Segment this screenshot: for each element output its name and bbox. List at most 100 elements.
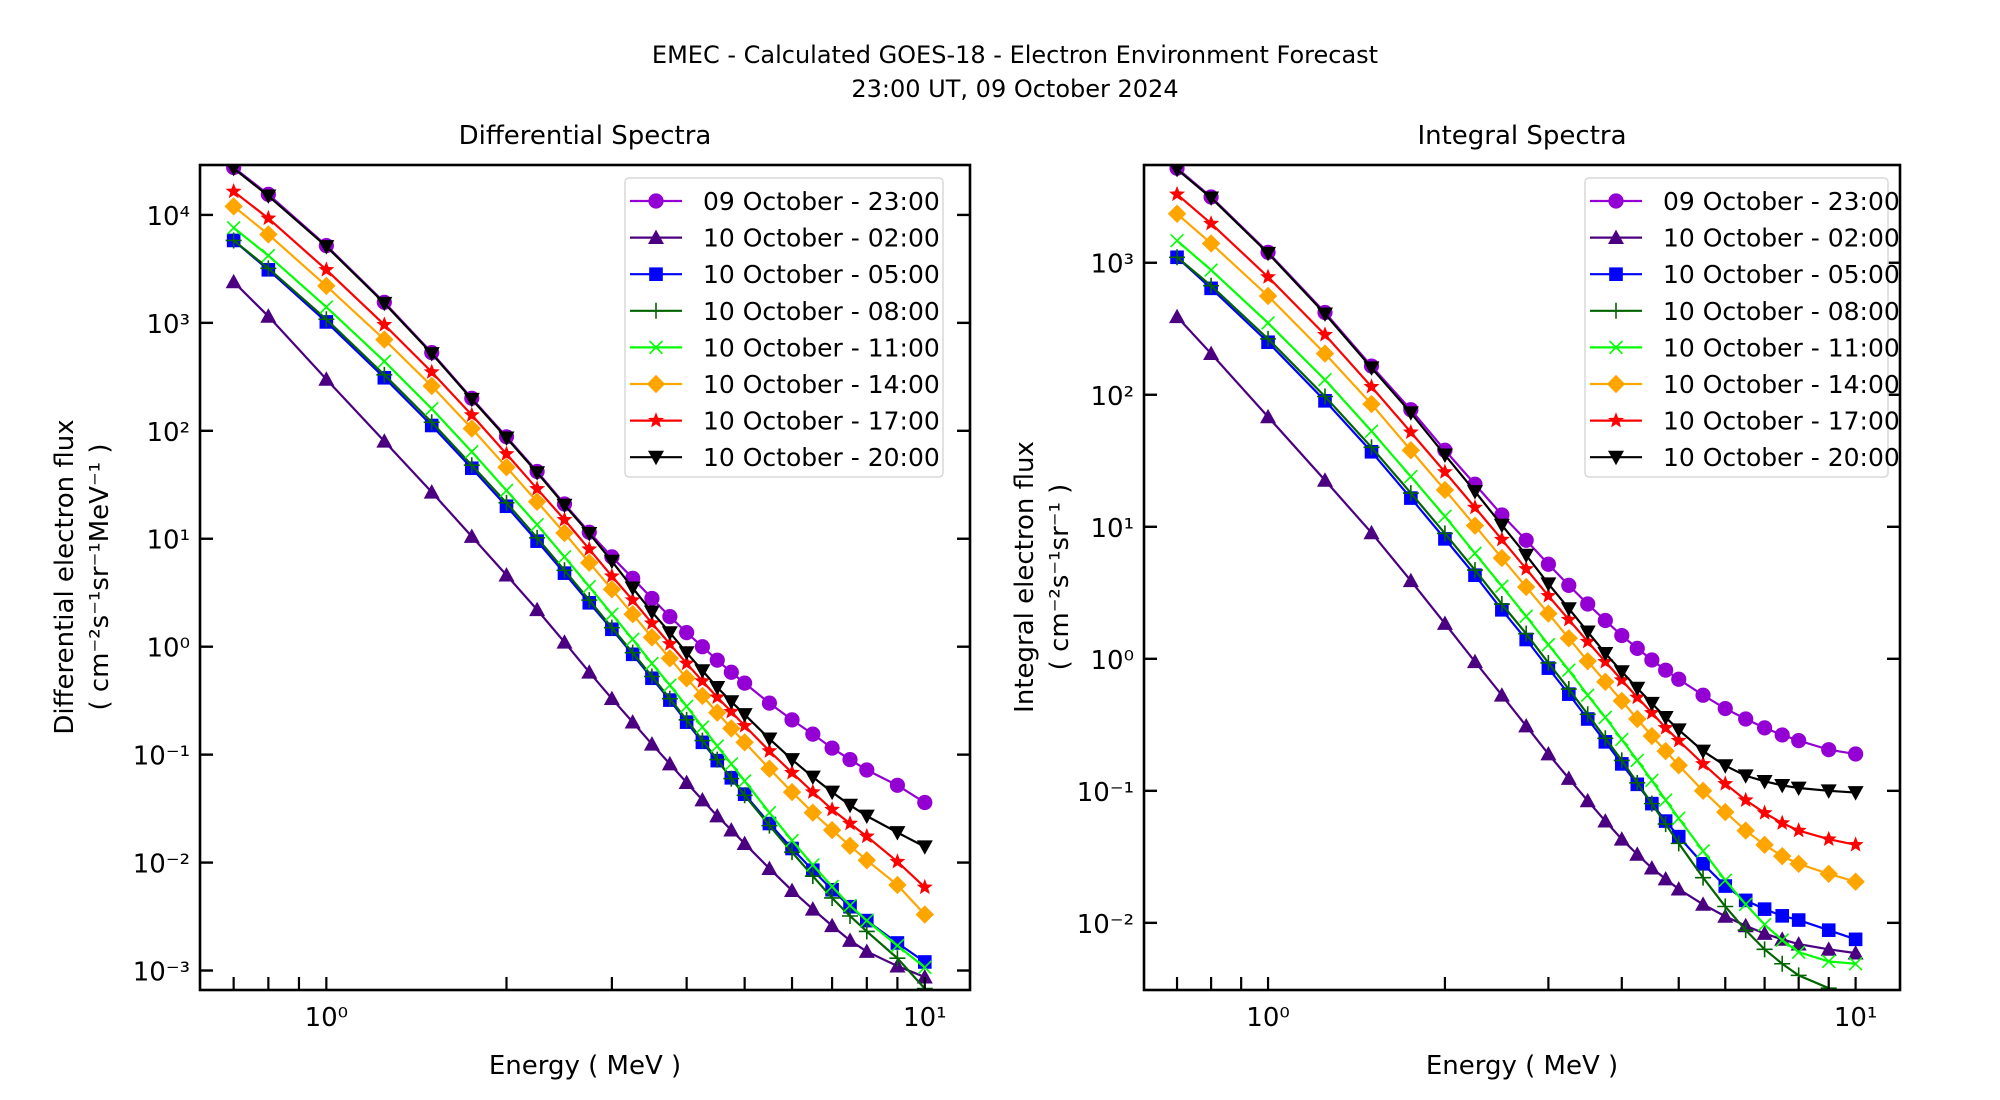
differential-plot-frame: [198, 163, 972, 992]
differential-data-point: [784, 712, 800, 728]
integral-data-point: [1560, 681, 1577, 698]
differential-data-point: [917, 960, 932, 975]
differential-data-point: [318, 311, 335, 328]
differential-legend-label: 10 October - 17:00: [703, 407, 940, 436]
differential-data-point: [888, 875, 907, 895]
integral-data-point: [1540, 746, 1557, 761]
integral-data-point: [1847, 945, 1864, 960]
integral-legend-label: 10 October - 17:00: [1663, 407, 1900, 436]
figure-title-line-1: EMEC - Calculated GOES-18 - Electron Env…: [652, 41, 1378, 69]
differential-data-point: [842, 798, 859, 814]
differential-data-point: [260, 189, 277, 204]
differential-data-point: [695, 720, 710, 735]
integral-data-point: [1791, 945, 1806, 960]
integral-data-point: [1518, 717, 1535, 733]
differential-data-point: [498, 567, 515, 582]
differential-data-point: [623, 604, 642, 624]
integral-legend-label: 10 October - 05:00: [1663, 260, 1900, 289]
integral-data-point: [1316, 307, 1333, 322]
integral-data-point: [1436, 615, 1453, 630]
integral-data-point: [1820, 830, 1837, 847]
integral-legend-marker-icon: [1608, 302, 1624, 319]
integral-data-point: [1169, 249, 1186, 266]
integral-data-point: [1580, 688, 1595, 703]
differential-data-point: [889, 950, 906, 967]
differential-data-point: [760, 759, 779, 778]
integral-data-point: [1466, 562, 1483, 579]
integral-data-point: [1363, 524, 1380, 540]
integral-data-point: [1401, 441, 1421, 460]
integral-data-point: [1716, 802, 1735, 822]
differential-y-tick-label: 10⁴: [146, 202, 190, 232]
differential-data-point: [259, 225, 278, 244]
differential-data-point: [694, 791, 711, 807]
integral-data-point: [1260, 268, 1277, 284]
differential-data-point: [462, 419, 481, 438]
differential-data-point: [679, 625, 695, 641]
differential-y-tick-label: 10¹: [146, 526, 190, 556]
differential-data-point: [722, 719, 741, 738]
differential-data-point: [464, 444, 479, 459]
differential-data-point: [761, 732, 778, 747]
integral-data-point: [1848, 956, 1863, 971]
differential-data-point: [662, 608, 678, 625]
differential-data-point: [581, 527, 598, 542]
differential-data-point: [424, 401, 439, 416]
differential-data-point: [318, 371, 335, 386]
integral-data-point: [1597, 612, 1613, 629]
integral-data-point: [1364, 424, 1379, 439]
integral-data-point: [1596, 672, 1615, 691]
differential-data-point: [890, 938, 905, 953]
differential-data-point: [723, 664, 739, 680]
differential-data-point: [859, 913, 874, 928]
differential-data-point: [723, 770, 740, 787]
differential-legend-marker-icon: [648, 302, 664, 319]
integral-data-point: [1847, 836, 1864, 852]
integral-data-point: [1717, 898, 1734, 915]
differential-data-point: [260, 209, 277, 226]
integral-data-point: [1773, 846, 1792, 866]
integral-data-point: [1363, 378, 1380, 394]
integral-data-point: [1435, 480, 1455, 500]
differential-data-point: [376, 316, 393, 332]
integral-data-point: [1315, 344, 1335, 363]
integral-x-axis-label: Energy ( MeV ): [1426, 1051, 1618, 1081]
integral-data-point: [1597, 730, 1614, 747]
differential-data-point: [678, 655, 695, 671]
integral-data-point: [1540, 556, 1556, 572]
differential-data-point: [661, 635, 678, 651]
integral-data-point: [1261, 315, 1276, 330]
differential-data-point: [693, 686, 712, 706]
integral-data-point: [1362, 394, 1381, 414]
integral-data-point: [1718, 873, 1733, 888]
differential-data-point: [679, 699, 694, 714]
differential-data-point: [843, 898, 857, 913]
integral-spectra-panel: Integral Spectra 10⁻² 10⁻¹ 10⁰ 10¹ 10² 10³ 10⁰…: [1010, 121, 1902, 1081]
integral-legend-box: [1584, 177, 1889, 478]
integral-data-point: [1717, 700, 1733, 717]
integral-data-point: [1518, 548, 1535, 564]
differential-x-axis-label: Energy ( MeV ): [489, 1051, 681, 1081]
differential-data-point: [643, 668, 660, 685]
differential-data-point: [916, 840, 933, 855]
differential-data-point: [661, 755, 678, 771]
integral-data-point: [1402, 572, 1419, 588]
differential-legend: 09 October - 23:00 10 October - 02:00 10 O…: [624, 177, 944, 478]
differential-data-point: [463, 457, 480, 474]
differential-data-point: [423, 484, 440, 499]
integral-data-point: [1670, 732, 1687, 748]
differential-data-point: [376, 366, 393, 383]
differential-data-point: [784, 753, 801, 768]
integral-data-point: [1318, 372, 1332, 387]
integral-data-point: [1614, 732, 1629, 747]
integral-data-point: [1821, 954, 1836, 969]
differential-data-point: [804, 901, 821, 916]
integral-legend-label: 10 October - 08:00: [1663, 297, 1900, 326]
integral-data-point: [1774, 955, 1791, 972]
differential-y-tick-label: 10²: [146, 418, 190, 448]
integral-data-point: [1579, 633, 1596, 649]
differential-data-point: [842, 932, 859, 947]
integral-y-tick-label: 10⁻²: [1077, 910, 1134, 940]
differential-data-point: [805, 858, 820, 872]
differential-data-point: [784, 764, 801, 780]
